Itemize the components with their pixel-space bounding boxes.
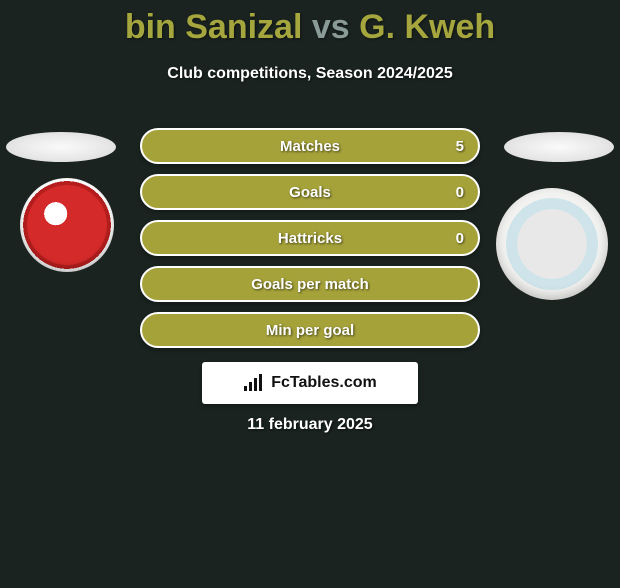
stat-row-matches: Matches 5: [140, 128, 480, 164]
stat-label: Goals per match: [142, 268, 478, 300]
source-text: FcTables.com: [271, 374, 377, 392]
footer-date: 11 february 2025: [0, 416, 620, 434]
stat-row-goals-per-match: Goals per match: [140, 266, 480, 302]
player1-club-crest: [20, 178, 114, 272]
stat-value-right: 0: [456, 222, 464, 254]
stat-value-right: 5: [456, 130, 464, 162]
stat-row-hattricks: Hattricks 0: [140, 220, 480, 256]
stat-label: Min per goal: [142, 314, 478, 346]
stat-row-min-per-goal: Min per goal: [140, 312, 480, 348]
player1-name: bin Sanizal: [125, 8, 303, 46]
stat-label: Hattricks: [142, 222, 478, 254]
player2-club-crest: [496, 188, 608, 300]
player2-portrait: [504, 132, 614, 162]
player2-name: G. Kweh: [359, 8, 495, 46]
source-badge: FcTables.com: [202, 362, 418, 404]
player1-portrait: [6, 132, 116, 162]
stat-label: Goals: [142, 176, 478, 208]
stat-value-right: 0: [456, 176, 464, 208]
stat-label: Matches: [142, 130, 478, 162]
stat-row-goals: Goals 0: [140, 174, 480, 210]
comparison-title: bin Sanizal vs G. Kweh: [0, 8, 620, 47]
vs-separator: vs: [312, 8, 350, 46]
stats-container: Matches 5 Goals 0 Hattricks 0 Goals per …: [140, 128, 480, 358]
subtitle: Club competitions, Season 2024/2025: [0, 65, 620, 83]
chart-icon: [243, 374, 265, 392]
